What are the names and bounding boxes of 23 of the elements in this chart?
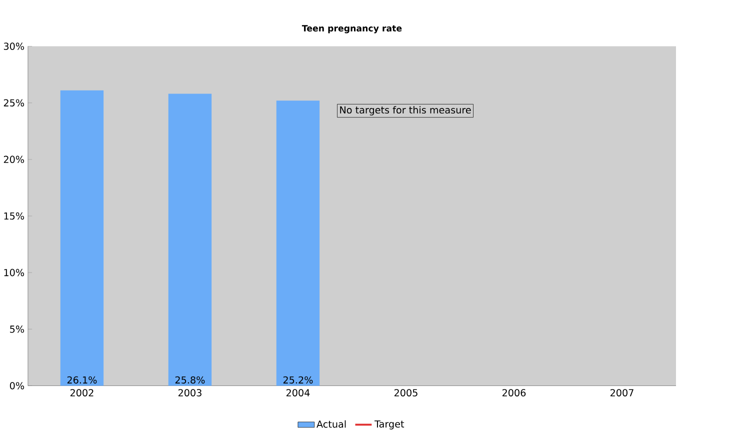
data-label: 25.8% <box>175 376 205 384</box>
bar <box>276 100 320 386</box>
x-tick-label: 2007 <box>610 389 634 397</box>
y-tick-label: 0% <box>10 382 24 390</box>
y-tick-label: 10% <box>4 269 24 276</box>
data-label: 25.2% <box>283 376 313 384</box>
x-tick-label: 2006 <box>502 389 526 397</box>
y-tick-label: 5% <box>10 326 24 333</box>
y-tick-label: 30% <box>4 42 24 50</box>
y-tick-label: 20% <box>4 156 24 164</box>
data-label: 26.1% <box>67 376 97 384</box>
annotation: No targets for this measure <box>340 106 471 116</box>
legend-label: Actual <box>316 420 346 428</box>
y-tick-label: 15% <box>4 212 24 220</box>
x-tick-label: 2005 <box>394 389 418 397</box>
x-tick-label: 2004 <box>286 389 310 397</box>
bar <box>168 94 212 386</box>
chart-title: Teen pregnancy rate <box>302 25 402 34</box>
x-tick-label: 2002 <box>70 389 94 397</box>
bar <box>60 90 104 386</box>
legend-label: Target <box>374 420 404 430</box>
x-tick-label: 2003 <box>178 389 202 397</box>
y-tick-label: 25% <box>4 99 24 107</box>
